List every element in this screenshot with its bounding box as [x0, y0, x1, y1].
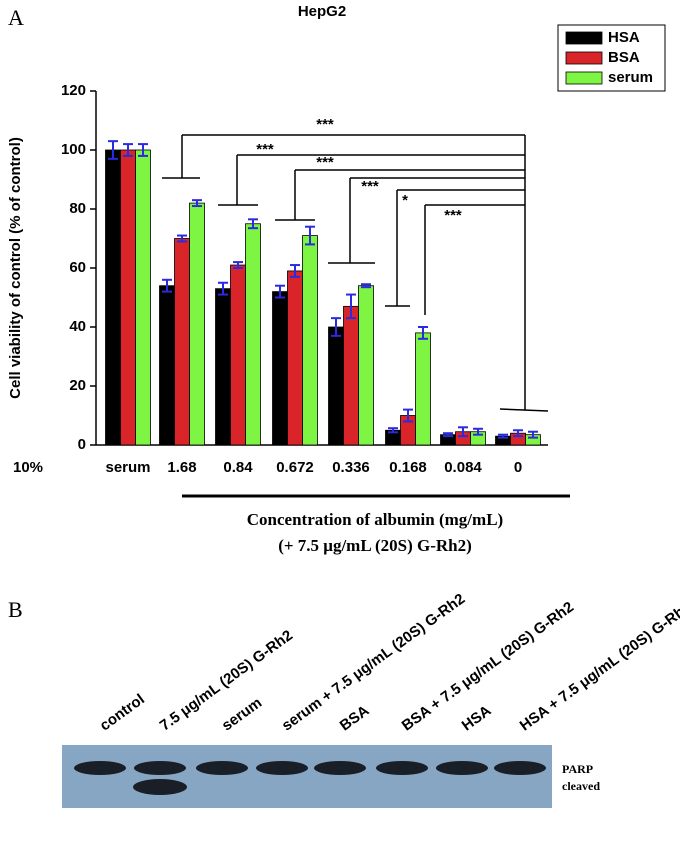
band-label: PARP: [562, 762, 593, 776]
error-bar: [443, 432, 453, 438]
lane-label: HSA: [459, 702, 495, 734]
bar: [328, 326, 344, 446]
error-bar: [331, 317, 341, 337]
blot-band: [376, 761, 428, 775]
bar: [159, 285, 175, 446]
bar: [245, 223, 261, 446]
legend-label: BSA: [608, 49, 640, 66]
panel-label: A: [8, 5, 24, 30]
error-bar: [361, 283, 371, 289]
error-bar: [403, 408, 413, 423]
legend-label: serum: [608, 69, 653, 86]
y-tick-label: 20: [69, 377, 86, 394]
error-bar: [248, 218, 258, 230]
y-tick-label: 60: [69, 259, 86, 276]
blot-band: [436, 761, 488, 775]
error-bar: [192, 199, 202, 208]
bar: [302, 235, 318, 446]
bar: [343, 305, 359, 446]
error-bar: [388, 427, 398, 434]
x-tick-label: 0.336: [332, 459, 370, 476]
error-bar: [513, 429, 523, 438]
error-bar: [305, 225, 315, 246]
y-axis-label: Cell viability of control (% of control): [7, 137, 24, 399]
error-bar: [458, 426, 468, 438]
y-tick-label: 80: [69, 200, 86, 217]
legend-swatch: [565, 71, 603, 85]
blot-band: [74, 761, 126, 775]
x-tick-label: 1.68: [167, 459, 196, 476]
legend-swatch: [565, 51, 603, 65]
legend-label: HSA: [608, 29, 640, 46]
significance-label: ***: [256, 141, 274, 158]
x-tick-prefix: 10%: [13, 459, 43, 476]
x-axis-label: Concentration of albumin (mg/mL): [247, 510, 503, 529]
error-bar: [290, 264, 300, 278]
y-tick-label: 40: [69, 318, 86, 335]
error-bar: [346, 293, 356, 320]
lane-label: control: [97, 691, 148, 735]
error-bar: [108, 140, 118, 160]
legend-swatch: [565, 31, 603, 45]
bar: [105, 149, 121, 446]
error-bar: [275, 284, 285, 299]
error-bar: [177, 234, 187, 243]
significance-label: ***: [444, 207, 462, 224]
x-tick-label: 0.84: [223, 459, 253, 476]
error-bar: [123, 143, 133, 157]
bar: [415, 332, 431, 446]
significance-label: ***: [361, 178, 379, 195]
error-bar: [528, 430, 538, 439]
error-bar: [218, 281, 228, 296]
blot-band: [256, 761, 308, 775]
lane-label: serum + 7.5 μg/mL (20S) G-Rh2: [279, 590, 469, 734]
lane-label: serum: [219, 694, 265, 734]
significance-brackets: [162, 134, 549, 412]
blot-band: [494, 761, 546, 775]
chart-title: HepG2: [298, 3, 346, 20]
significance-label: *: [402, 192, 408, 209]
bar: [230, 264, 246, 446]
x-tick-label: 0.168: [389, 459, 427, 476]
lane-label: BSA: [337, 702, 373, 734]
x-tick-label: 0: [514, 459, 522, 476]
x-tick-label: serum: [105, 459, 150, 476]
blot-band: [134, 761, 186, 775]
error-bar: [498, 433, 508, 439]
blot-band: [196, 761, 248, 775]
bar: [189, 202, 205, 446]
bar: [120, 149, 136, 446]
y-tick-label: 120: [61, 82, 86, 99]
error-bar: [138, 143, 148, 157]
x-tick-label: 0.672: [276, 459, 314, 476]
y-tick-label: 100: [61, 141, 86, 158]
error-bar: [418, 326, 428, 340]
error-bar: [473, 427, 483, 436]
x-axis-label: (+ 7.5 μg/mL (20S) G-Rh2): [278, 536, 472, 555]
bar: [135, 149, 151, 446]
error-bar: [162, 278, 172, 293]
blot-band: [314, 761, 366, 775]
band-label: cleaved: [562, 779, 600, 793]
y-tick-label: 0: [78, 436, 86, 453]
panel-label: B: [8, 597, 23, 622]
x-tick-label: 0.084: [444, 459, 482, 476]
blot-membrane: [62, 745, 552, 808]
error-bar: [233, 261, 243, 269]
blot-band: [133, 779, 187, 795]
significance-label: ***: [316, 116, 334, 133]
bar: [174, 238, 190, 446]
bar: [287, 270, 303, 446]
bar: [215, 288, 231, 446]
significance-label: ***: [316, 154, 334, 171]
bar: [272, 291, 288, 446]
bar: [358, 285, 374, 446]
